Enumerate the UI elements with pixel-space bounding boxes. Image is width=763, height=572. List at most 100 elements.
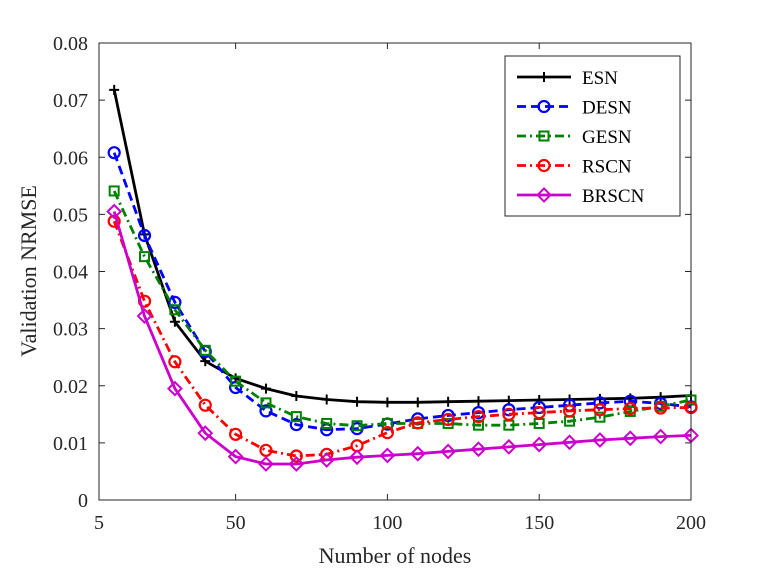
data-point-esn [443, 396, 454, 407]
data-point-rscn [562, 404, 577, 418]
data-point-gesn [472, 419, 484, 431]
data-point-rscn [654, 401, 668, 415]
x-tick-label: 150 [524, 512, 554, 534]
data-point-desn [502, 403, 516, 417]
series-brscn [106, 203, 699, 472]
data-point-brscn [592, 432, 608, 448]
data-point-gesn [290, 411, 302, 423]
data-point-esn [382, 397, 393, 408]
data-point-rscn [502, 407, 516, 421]
x-tick-label: 100 [372, 512, 402, 534]
data-point-brscn [197, 425, 214, 442]
y-tick-label: 0.04 [53, 262, 88, 284]
data-point-brscn [227, 448, 244, 465]
series-line-rscn [112, 220, 692, 458]
data-point-desn [593, 396, 607, 410]
legend-entry-brscn: BRSCN [517, 186, 645, 207]
data-point-rscn [532, 405, 546, 420]
legend-marker [539, 72, 549, 82]
data-point-esn [412, 397, 423, 408]
data-point-gesn [108, 185, 120, 197]
legend-label: GESN [582, 127, 632, 148]
legend-entry-gesn: GESN [517, 127, 632, 148]
data-point-desn [107, 146, 121, 160]
y-tick-label: 0.02 [53, 376, 88, 398]
legend-marker [537, 158, 551, 173]
data-point-gesn [169, 304, 181, 316]
data-point-esn [352, 396, 363, 407]
legend-entry-desn: DESN [517, 98, 632, 119]
data-point-brscn [470, 441, 487, 458]
data-point-rscn [471, 409, 486, 424]
data-point-gesn [139, 251, 151, 263]
data-point-brscn [106, 203, 123, 220]
data-point-gesn [260, 397, 272, 409]
series-layer [106, 84, 699, 472]
legend-marker [538, 130, 550, 142]
data-point-brscn [561, 434, 578, 451]
data-point-desn [137, 228, 152, 243]
data-point-esn [260, 383, 271, 394]
data-point-desn [259, 404, 273, 418]
legend-marker [537, 99, 551, 114]
y-tick-label: 0.03 [53, 319, 88, 341]
y-tick-label: 0.08 [53, 33, 88, 55]
legend-label: BRSCN [582, 186, 645, 207]
data-point-rscn [168, 355, 182, 369]
data-point-rscn [623, 402, 637, 416]
legend-label: ESN [582, 68, 618, 89]
data-point-esn [291, 391, 302, 402]
data-point-rscn [198, 398, 212, 412]
data-point-brscn [258, 456, 274, 472]
y-tick-label: 0.05 [53, 204, 88, 226]
data-point-rscn [229, 427, 243, 441]
data-point-brscn [136, 308, 153, 324]
legend-entry-esn: ESN [517, 68, 618, 89]
data-point-brscn [318, 452, 335, 468]
data-point-rscn [380, 425, 395, 440]
data-point-gesn [351, 420, 363, 432]
legend-box [504, 55, 681, 217]
data-point-rscn [593, 403, 607, 417]
data-point-brscn [379, 447, 396, 464]
data-point-gesn [594, 411, 606, 423]
data-point-brscn [652, 428, 669, 445]
data-point-desn [471, 405, 486, 420]
y-tick-label: 0.06 [53, 147, 88, 169]
data-point-gesn [321, 417, 333, 429]
data-point-brscn [500, 438, 517, 455]
x-tick-label: 5 [94, 512, 104, 534]
data-point-rscn [441, 412, 455, 427]
x-axis-title: Number of nodes [319, 543, 472, 568]
data-point-esn [169, 316, 180, 327]
data-point-brscn [440, 443, 457, 460]
x-tick-label: 200 [676, 512, 706, 534]
data-point-rscn [259, 443, 273, 457]
ticks-layer: 5 50 100 150 200 0 0.01 0.02 0.03 0.04 0.05 0.06 0.0… [53, 33, 706, 534]
data-point-esn [534, 395, 545, 406]
data-point-desn [229, 380, 243, 395]
data-point-brscn [288, 456, 305, 472]
legend-marker [536, 187, 552, 203]
data-point-esn [321, 394, 332, 405]
legend: ESN DESN GESN RSCN BRSCN [504, 55, 681, 217]
y-tick-label: 0.01 [53, 433, 88, 455]
data-point-esn [109, 84, 120, 95]
data-point-desn [168, 295, 182, 309]
x-tick-label: 50 [226, 512, 246, 534]
y-axis-title: Validation NRMSE [16, 185, 41, 357]
data-point-brscn [166, 380, 183, 397]
data-point-brscn [349, 449, 365, 466]
data-point-esn [473, 396, 484, 407]
legend-label: DESN [582, 98, 632, 119]
data-point-brscn [531, 436, 548, 453]
data-point-rscn [411, 416, 425, 430]
data-point-desn [532, 400, 546, 415]
y-tick-label: 0.07 [53, 90, 88, 112]
data-point-brscn [409, 445, 426, 462]
legend-label: RSCN [582, 157, 632, 178]
data-point-rscn [289, 449, 303, 463]
data-point-desn [441, 408, 455, 423]
legend-entry-rscn: RSCN [517, 157, 632, 178]
